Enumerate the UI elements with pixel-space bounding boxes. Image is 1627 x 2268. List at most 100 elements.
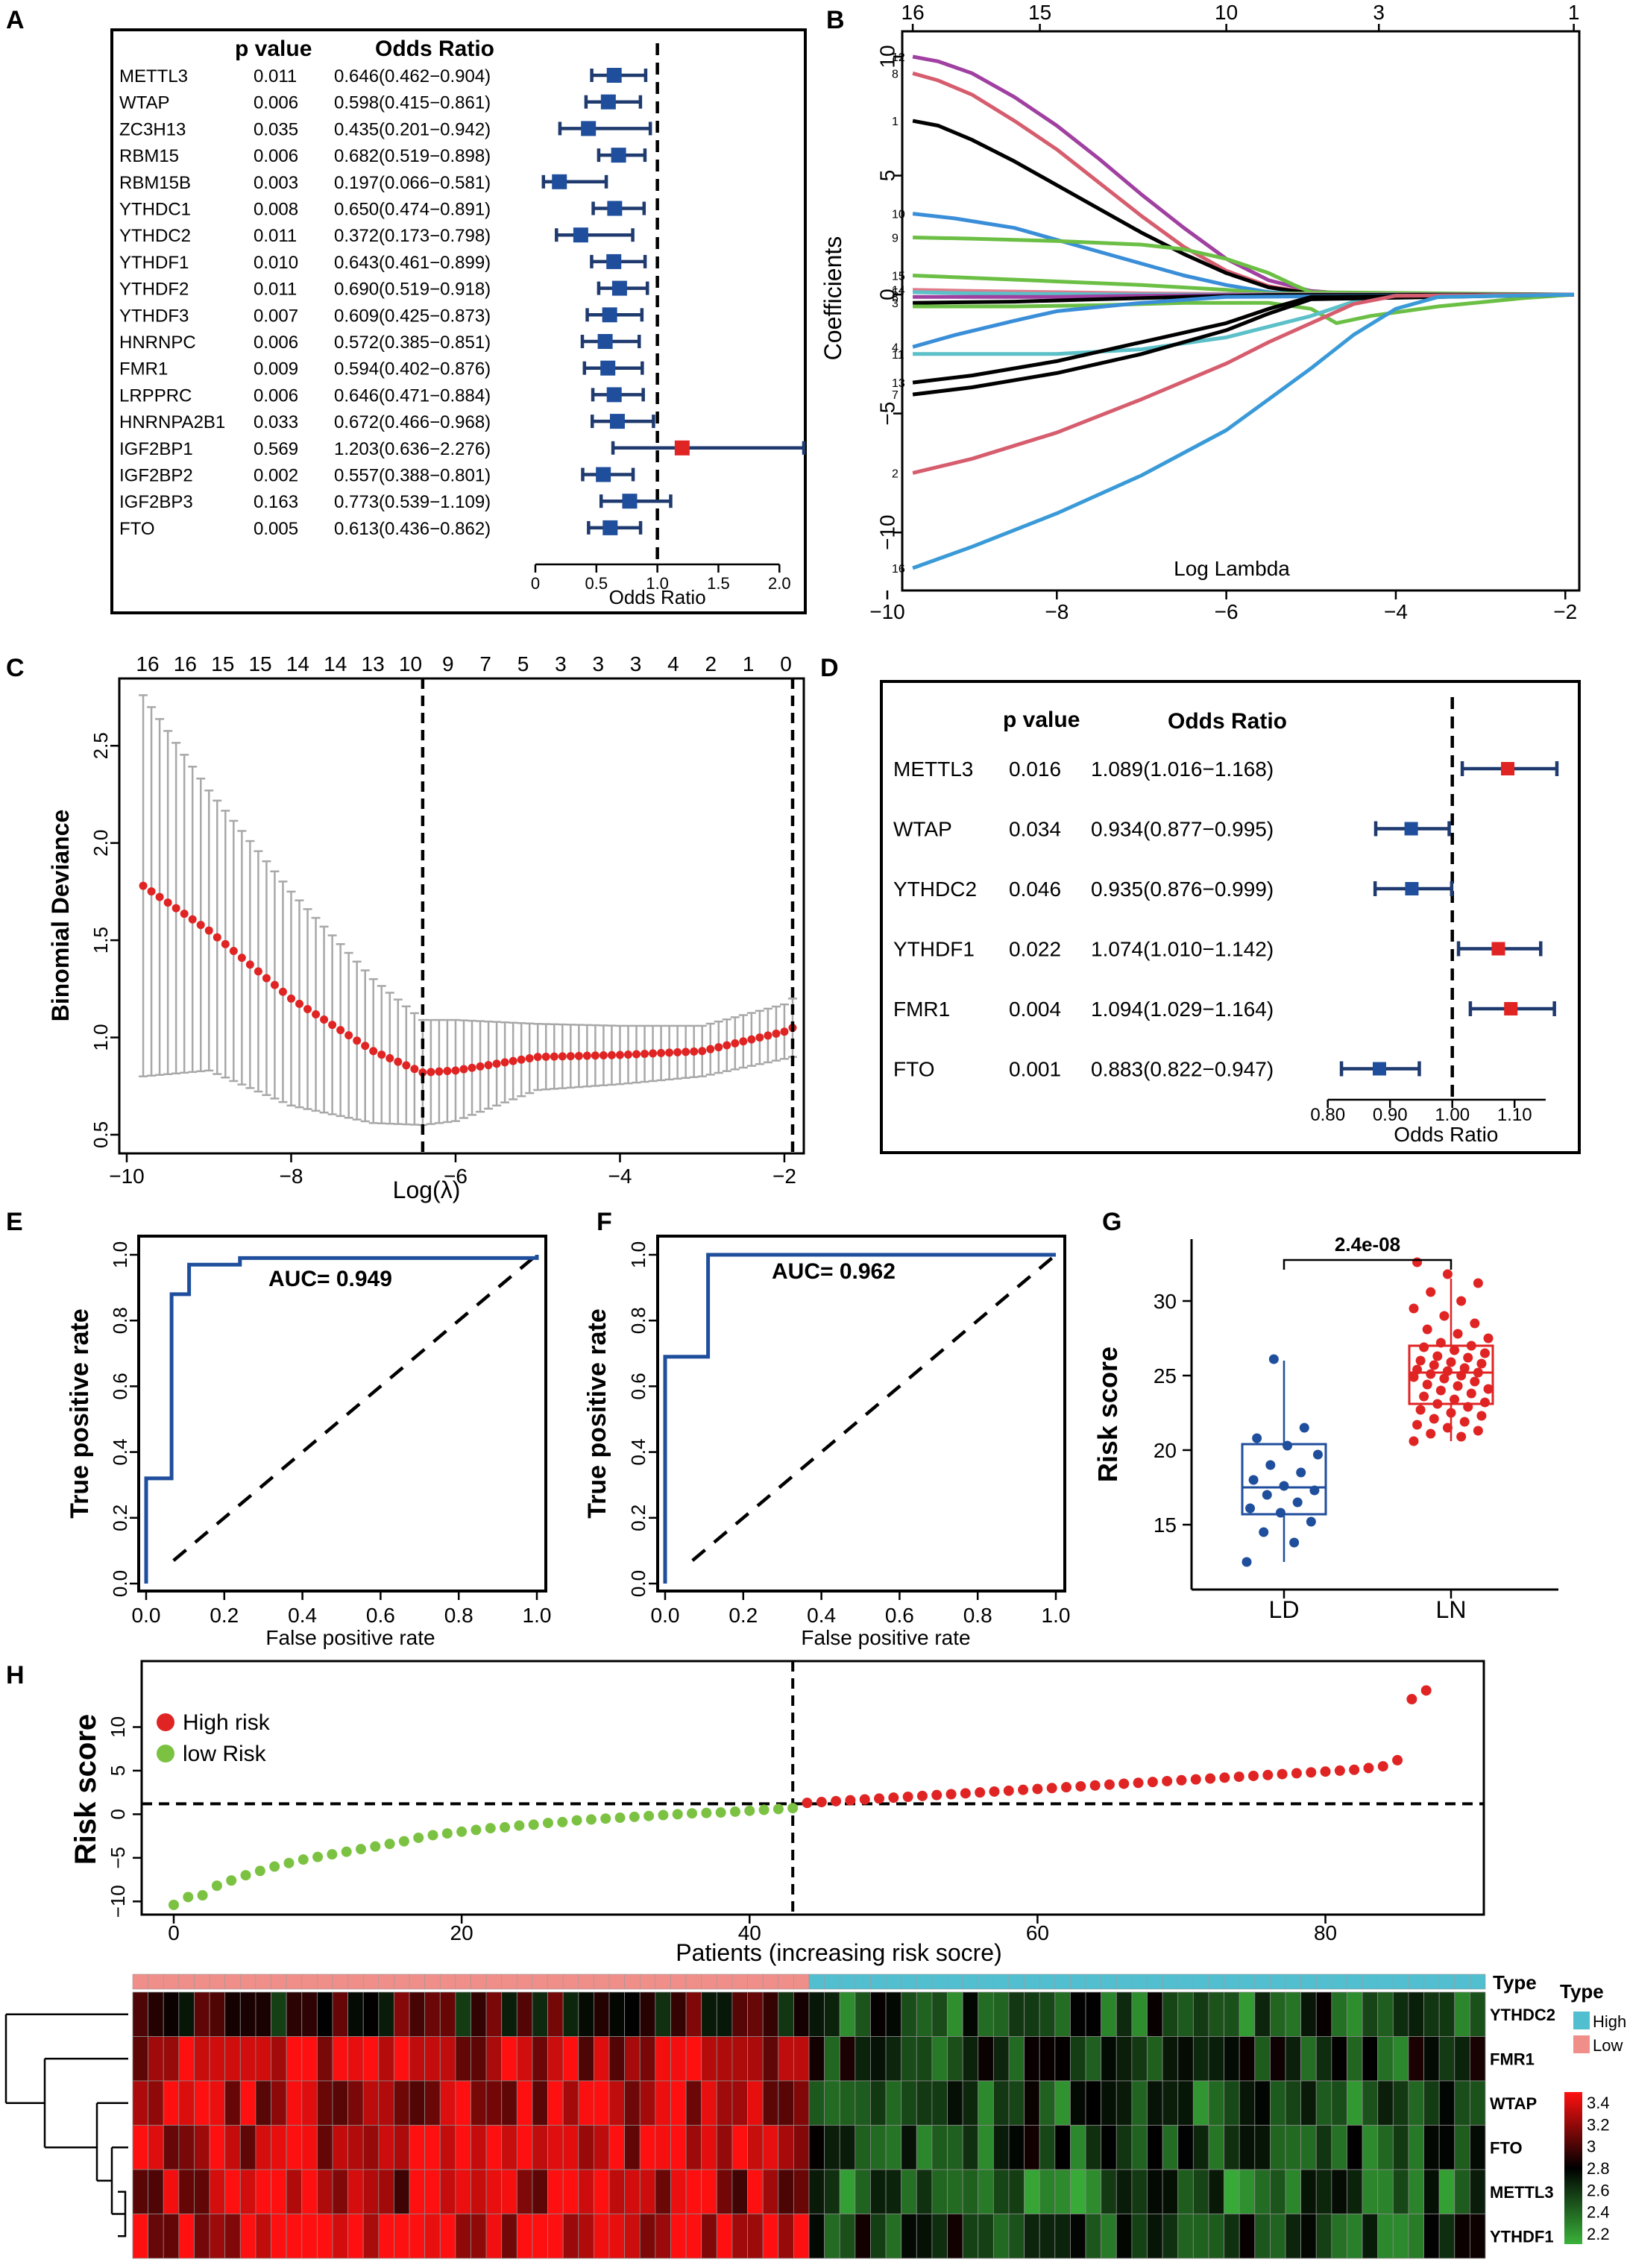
- x-tick-label: −8: [1045, 600, 1069, 623]
- heatmap-cell: [578, 2214, 594, 2259]
- heatmap-cell: [624, 2169, 641, 2214]
- odds-ratio-marker: [611, 280, 627, 296]
- heatmap-cell: [485, 1991, 503, 2037]
- heatmap-cell: [578, 1991, 594, 2037]
- heatmap-cell: [701, 2036, 717, 2082]
- deviance-point: [262, 974, 271, 983]
- heatmap-cell: [1300, 2169, 1317, 2214]
- heatmap-cell: [255, 1991, 271, 2037]
- data-point: [1419, 1342, 1429, 1352]
- heatmap-cell: [1270, 2214, 1286, 2259]
- heatmap-cell: [347, 2080, 364, 2126]
- heatmap-cell: [347, 2036, 364, 2082]
- odds-ratio-marker: [602, 307, 617, 323]
- heatmap-cell: [747, 2080, 764, 2126]
- heatmap-cell: [316, 2169, 333, 2214]
- p-value: 0.010: [254, 253, 298, 273]
- coefficient-path: [912, 292, 1574, 349]
- top-tick-label: 10: [399, 652, 422, 675]
- heatmap-cell: [1362, 2036, 1379, 2082]
- header-p-value: p value: [1003, 708, 1080, 732]
- p-value: 0.011: [254, 66, 297, 86]
- heatmap-cell: [485, 2080, 503, 2126]
- type-annotation-cell: [562, 1974, 579, 1990]
- data-point: [1439, 1311, 1450, 1321]
- heatmap-cell: [855, 2036, 871, 2082]
- heatmap-cell: [1070, 2169, 1086, 2214]
- panel-d-frame: [880, 680, 1581, 1154]
- coefficient-path: [912, 71, 1574, 297]
- deviance-point: [541, 1052, 550, 1061]
- heatmap-cell: [1362, 2214, 1379, 2259]
- heatmap-cell: [947, 2080, 963, 2126]
- data-point: [1268, 1354, 1279, 1364]
- deviance-point: [574, 1051, 583, 1060]
- deviance-point: [698, 1047, 707, 1056]
- heatmap-cell: [347, 2214, 364, 2259]
- heatmap-cell: [562, 1991, 579, 2037]
- deviance-point: [599, 1051, 608, 1060]
- type-annotation-cell: [1254, 1974, 1271, 1990]
- heatmap-cell: [731, 1991, 748, 2037]
- heatmap-cell: [394, 2169, 410, 2214]
- data-point: [1292, 1497, 1303, 1508]
- y-tick-label: 0.8: [109, 1307, 131, 1334]
- deviance-point: [780, 1027, 789, 1036]
- heatmap-cell: [1331, 1991, 1347, 2037]
- x-tick-label: 0.8: [963, 1604, 992, 1627]
- top-tick-label: 7: [479, 652, 491, 675]
- data-point: [1409, 1372, 1419, 1382]
- deviance-point: [591, 1051, 599, 1060]
- heatmap-cell: [916, 2125, 933, 2170]
- roc-curve: [144, 1255, 539, 1584]
- heatmap-cell: [1192, 2169, 1209, 2214]
- y-tick-label: 0.0: [109, 1570, 131, 1597]
- patient-risk-point: [1262, 1769, 1274, 1780]
- heatmap-cell: [962, 2080, 979, 2126]
- heatmap-cell: [931, 2036, 948, 2082]
- gene-label: FMR1: [119, 359, 168, 379]
- odds-ratio-marker: [606, 68, 622, 83]
- y-tick-label: 5: [107, 1765, 129, 1776]
- heatmap-cell: [808, 2125, 825, 2170]
- heatmap-cell: [1270, 1991, 1286, 2037]
- heatmap-cell: [931, 2080, 948, 2126]
- heatmap-cell: [301, 1991, 318, 2037]
- heatmap-cell: [1131, 2169, 1148, 2214]
- heatmap-cell: [639, 2125, 656, 2170]
- heatmap-cell: [439, 2125, 456, 2170]
- heatmap-cell: [485, 2169, 503, 2214]
- top-tick-label: 15: [1028, 1, 1051, 24]
- data-point: [1456, 1431, 1467, 1442]
- heatmap-cell: [1423, 2036, 1440, 2082]
- heatmap-cell: [362, 2214, 380, 2259]
- deviance-point: [180, 910, 189, 919]
- deviance-point: [163, 898, 172, 907]
- heatmap-cell: [1054, 2214, 1071, 2259]
- data-point: [1429, 1360, 1439, 1370]
- heatmap-cell: [178, 2036, 195, 2082]
- odds-ratio-text: 0.197(0.066−0.581): [334, 173, 491, 193]
- y-tick-label: 1.5: [89, 927, 112, 954]
- heatmap-cell: [1115, 1991, 1133, 2037]
- deviance-point: [714, 1043, 723, 1052]
- heatmap-cell: [224, 1991, 241, 2037]
- heatmap-cell: [962, 2125, 979, 2170]
- heatmap-cell: [731, 2125, 748, 2170]
- heatmap-cell: [1423, 2214, 1440, 2259]
- type-annotation-cell: [501, 1974, 517, 1990]
- x-tick-label: −2: [772, 1165, 796, 1188]
- deviance-point: [764, 1031, 772, 1040]
- heatmap-cell: [1131, 2036, 1148, 2082]
- heatmap-cell: [485, 2125, 503, 2170]
- or-axis-tick-label: 1.00: [1435, 1105, 1470, 1125]
- type-legend-swatch: [1573, 2035, 1590, 2053]
- data-point: [1415, 1405, 1426, 1415]
- patient-risk-point: [283, 1857, 295, 1868]
- heatmap-cell: [1162, 2169, 1179, 2214]
- p-value: 0.005: [254, 519, 298, 539]
- or-axis-tick-label: 2.0: [768, 574, 791, 593]
- heatmap-cell: [1054, 2169, 1071, 2214]
- heatmap-cell: [1454, 2125, 1470, 2170]
- heatmap-cell: [271, 2214, 287, 2259]
